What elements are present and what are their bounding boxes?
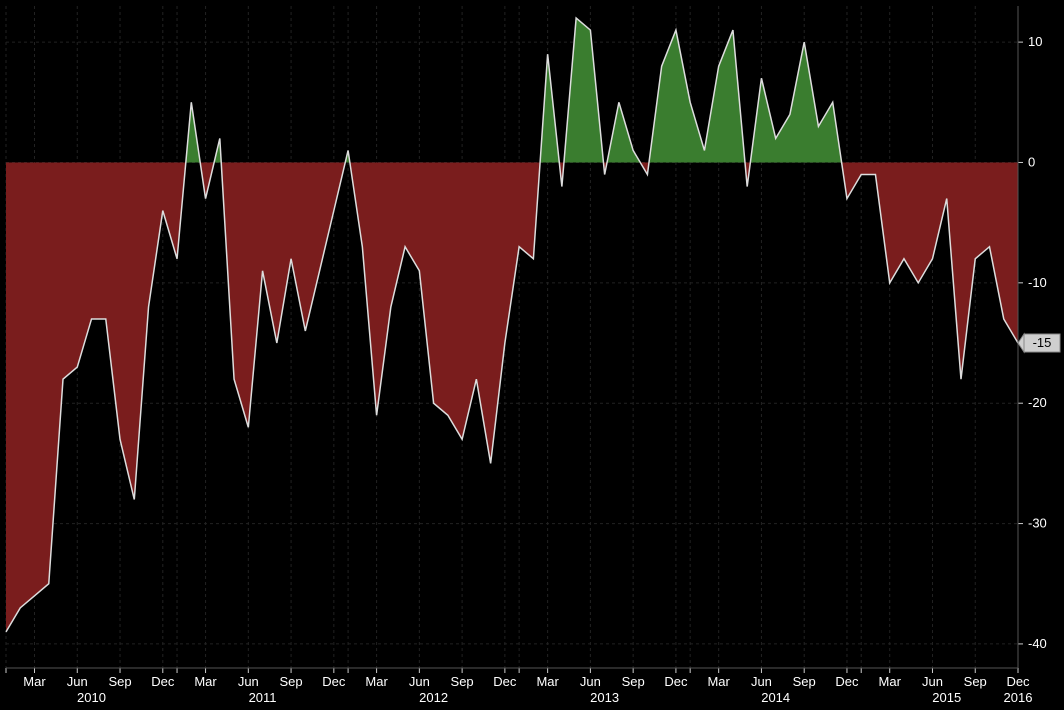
- x-month-label: Sep: [451, 674, 474, 689]
- x-year-label: 2013: [590, 690, 619, 705]
- x-month-label: Dec: [664, 674, 688, 689]
- x-month-label: Jun: [751, 674, 772, 689]
- x-month-label: Sep: [793, 674, 816, 689]
- x-month-label: Dec: [1006, 674, 1030, 689]
- y-tick-label: 0: [1028, 154, 1035, 169]
- x-month-label: Mar: [707, 674, 730, 689]
- y-tick-label: 10: [1028, 34, 1042, 49]
- x-month-label: Jun: [238, 674, 259, 689]
- y-tick-label: -40: [1028, 636, 1047, 651]
- x-month-label: Dec: [322, 674, 346, 689]
- x-year-label: 2011: [249, 690, 277, 705]
- y-tick-label: -10: [1028, 275, 1047, 290]
- series-line: [6, 18, 1018, 632]
- x-month-label: Sep: [108, 674, 131, 689]
- y-tick-label: -20: [1028, 395, 1047, 410]
- x-month-label: Sep: [622, 674, 645, 689]
- x-month-label: Dec: [151, 674, 175, 689]
- x-year-label: 2016: [1004, 690, 1033, 705]
- x-month-label: Dec: [835, 674, 859, 689]
- x-month-label: Mar: [194, 674, 217, 689]
- x-month-label: Jun: [580, 674, 601, 689]
- last-value-callout: -15: [1018, 334, 1060, 352]
- callout-value: -15: [1033, 335, 1052, 350]
- x-month-label: Dec: [493, 674, 517, 689]
- x-year-label: 2010: [77, 690, 106, 705]
- filled-areas: [6, 18, 1018, 632]
- x-month-label: Mar: [365, 674, 388, 689]
- x-month-label: Mar: [536, 674, 559, 689]
- x-month-label: Sep: [964, 674, 987, 689]
- x-month-label: Jun: [409, 674, 430, 689]
- chart-container: 100-10-20-30-40MarJunSepDecMarJunSepDecM…: [0, 0, 1064, 710]
- time-series-area-chart: 100-10-20-30-40MarJunSepDecMarJunSepDecM…: [0, 0, 1064, 710]
- x-month-label: Mar: [879, 674, 902, 689]
- x-year-label: 2014: [761, 690, 790, 705]
- x-month-label: Jun: [922, 674, 943, 689]
- x-year-label: 2012: [419, 690, 448, 705]
- x-month-label: Sep: [280, 674, 303, 689]
- grid: [6, 6, 1018, 668]
- y-tick-label: -30: [1028, 516, 1047, 531]
- x-month-label: Jun: [67, 674, 88, 689]
- x-axis: Mar Jun Sep Dec Mar Jun Sep Dec Mar Jun Sep Dec Mar J…: [6, 668, 1032, 705]
- x-year-label: 2015: [932, 690, 961, 705]
- x-month-label: Mar: [23, 674, 46, 689]
